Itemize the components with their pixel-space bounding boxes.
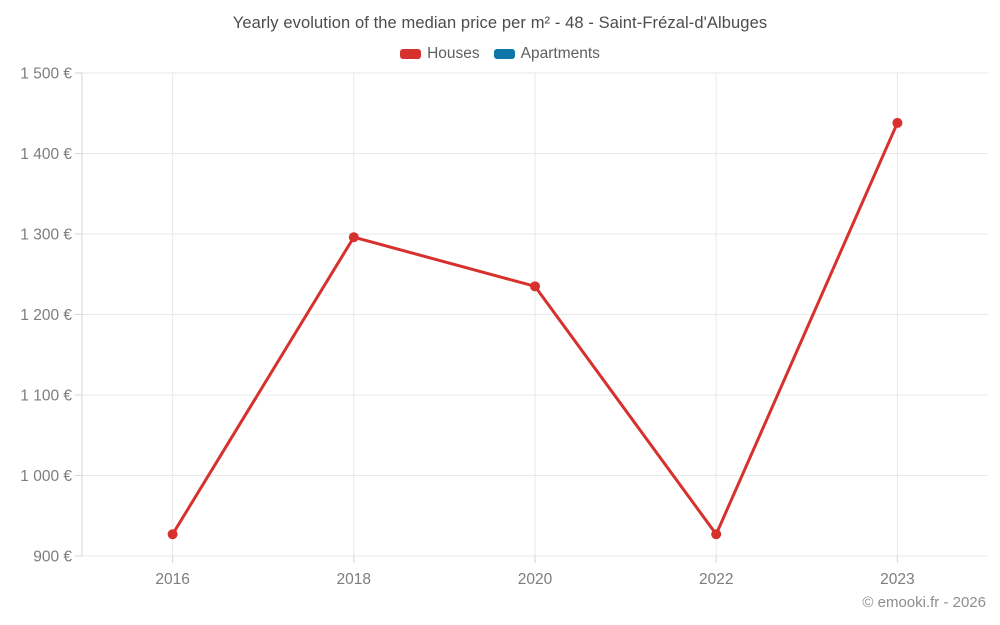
data-point-houses[interactable] [711,529,722,540]
data-point-houses[interactable] [530,281,540,292]
y-axis-tick-label: 1 000 € [20,468,72,485]
y-axis-tick-label: 1 300 € [20,227,72,244]
x-axis-tick-label: 2018 [337,571,371,588]
x-axis-tick-label: 2022 [699,571,733,588]
x-axis-tick-label: 2016 [155,571,189,588]
chart-title: Yearly evolution of the median price per… [232,14,768,32]
x-axis-tick-label: 2023 [880,571,914,588]
chart-legend: Houses Apartments [0,45,1000,63]
y-axis-tick-label: 1 400 € [20,146,72,163]
data-point-houses[interactable] [892,117,903,128]
x-axis-tick-label: 2020 [518,571,553,588]
legend-label-apartments: Apartments [520,45,600,62]
data-point-houses[interactable] [167,529,178,540]
y-axis-tick-label: 1 200 € [20,307,72,324]
data-point-houses[interactable] [348,232,359,243]
y-axis-tick-label: 1 100 € [20,388,72,405]
legend-item-houses[interactable]: Houses [400,45,480,63]
copyright-credit: © emooki.fr - 2026 [862,594,986,611]
y-axis-tick-label: 900 € [33,549,72,566]
legend-label-houses: Houses [427,45,480,62]
houses-series-swatch [400,49,422,59]
y-axis-tick-label: 1 500 € [20,66,72,83]
legend-item-apartments[interactable]: Apartments [493,45,600,63]
apartments-series-swatch [493,49,515,59]
